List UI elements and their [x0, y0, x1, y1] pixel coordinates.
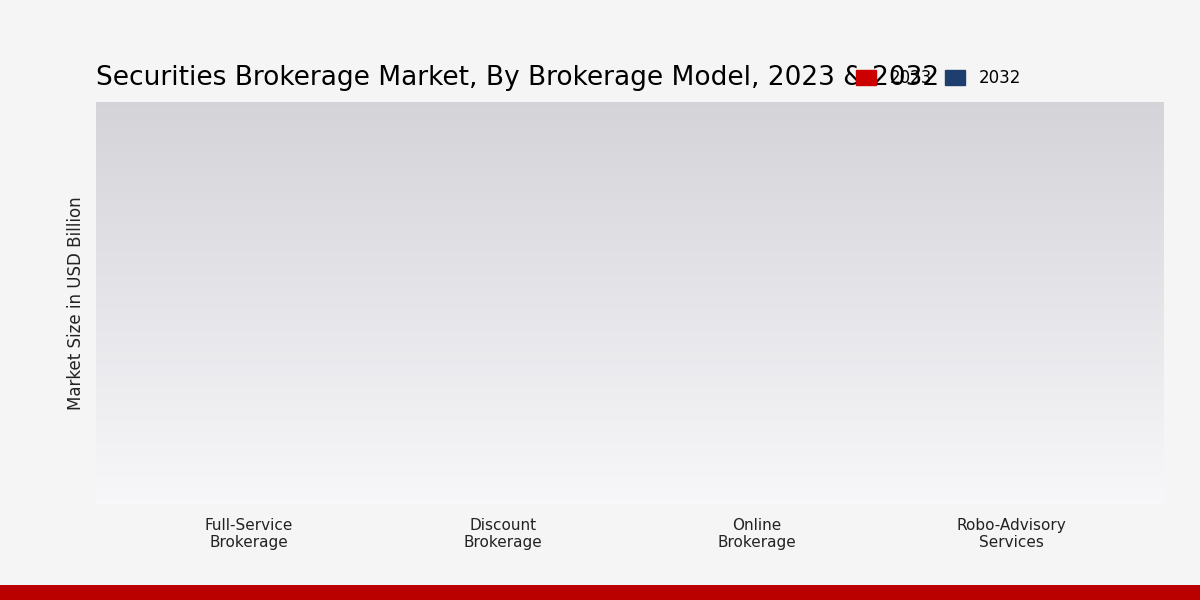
Text: Securities Brokerage Market, By Brokerage Model, 2023 & 2032: Securities Brokerage Market, By Brokerag…: [96, 65, 940, 91]
Bar: [173, 245, 248, 504]
Bar: [935, 414, 1012, 504]
Bar: [248, 176, 325, 504]
Bar: [757, 350, 834, 504]
Y-axis label: Market Size in USD Billion: Market Size in USD Billion: [67, 196, 85, 410]
Text: 24.45: 24.45: [210, 227, 259, 242]
Legend: 2023, 2032: 2023, 2032: [850, 62, 1027, 94]
Bar: [1012, 388, 1087, 504]
Bar: [680, 393, 757, 504]
Bar: [503, 308, 580, 504]
Bar: [426, 356, 503, 504]
